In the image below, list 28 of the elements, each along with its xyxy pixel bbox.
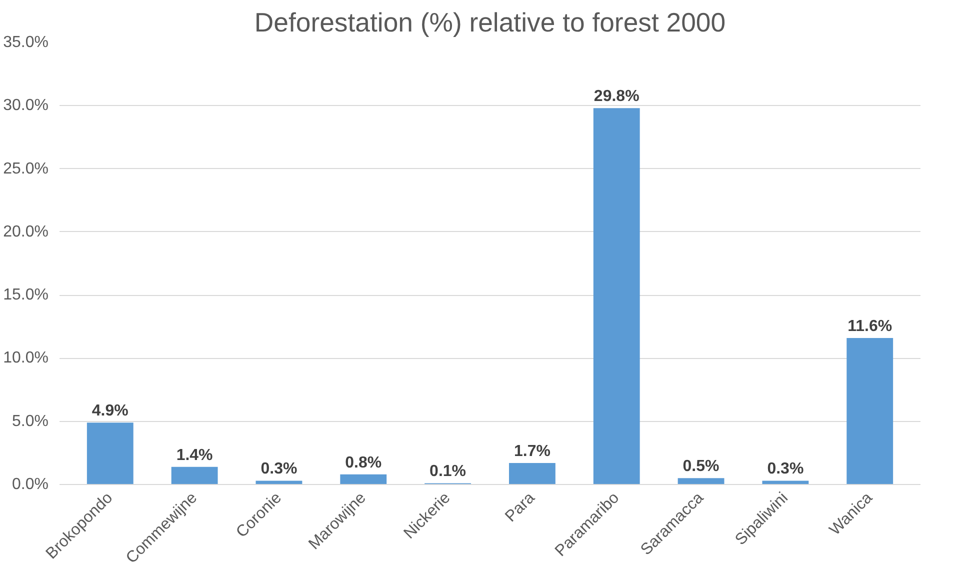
data-label: 11.6% bbox=[848, 318, 892, 336]
y-tick-label: 20.0% bbox=[3, 223, 49, 240]
data-label: 1.7% bbox=[514, 443, 550, 460]
data-label: 0.3% bbox=[260, 460, 298, 478]
bar bbox=[846, 338, 894, 484]
y-tick-label: 15.0% bbox=[3, 286, 49, 304]
bar bbox=[340, 474, 387, 484]
y-tick-label: 0.0% bbox=[12, 476, 48, 493]
bar bbox=[86, 422, 134, 484]
bar bbox=[256, 480, 302, 484]
bar bbox=[171, 466, 218, 484]
y-tick-label: 5.0% bbox=[12, 412, 48, 430]
data-label: 1.4% bbox=[176, 446, 213, 464]
data-label: 29.8% bbox=[594, 88, 640, 106]
bar bbox=[678, 478, 724, 484]
data-label: 0.5% bbox=[682, 458, 720, 476]
data-label: 0.3% bbox=[767, 460, 804, 478]
data-label: 0.8% bbox=[345, 454, 382, 472]
y-tick-label: 25.0% bbox=[3, 160, 49, 178]
data-label: 0.1% bbox=[430, 463, 466, 480]
data-label: 4.9% bbox=[92, 402, 128, 420]
chart-title: Deforestation (%) relative to forest 2000 bbox=[254, 8, 726, 38]
bar bbox=[508, 463, 556, 484]
y-tick-label: 30.0% bbox=[3, 97, 49, 114]
y-tick-label: 35.0% bbox=[3, 34, 49, 51]
bar bbox=[593, 108, 640, 484]
y-tick-label: 10.0% bbox=[3, 350, 49, 367]
bar bbox=[762, 480, 809, 484]
